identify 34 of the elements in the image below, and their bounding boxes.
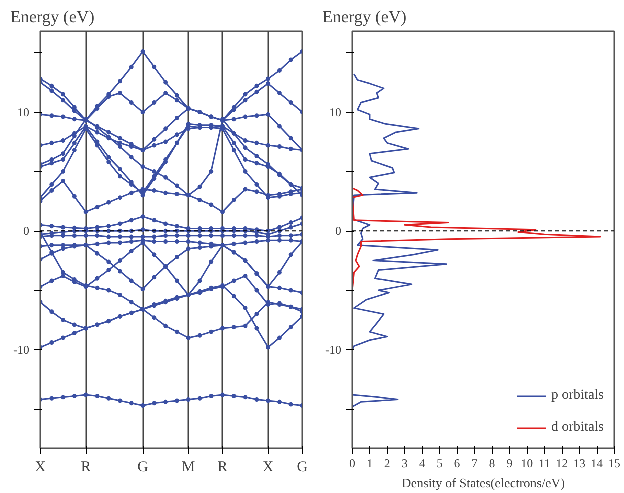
x-tick-label: M — [182, 460, 196, 476]
legend-label: p orbitals — [552, 388, 604, 404]
x-tick-label: 9 — [506, 456, 513, 470]
x-tick-label: R — [218, 460, 228, 476]
x-tick-label: 6 — [454, 456, 460, 470]
x-tick-label: 3 — [402, 456, 408, 470]
y-tick-label: -10 — [14, 342, 30, 357]
x-tick-label: 5 — [436, 456, 443, 470]
x-tick-label: 15 — [608, 456, 620, 470]
x-tick-label: X — [35, 460, 46, 476]
y-tick-label: 0 — [24, 224, 30, 238]
y-axis-title: Energy (eV) — [10, 8, 95, 26]
x-tick-label: 13 — [574, 456, 586, 470]
x-tick-label: R — [81, 460, 92, 476]
x-tick-label: 8 — [489, 456, 496, 470]
y-tick-label: -10 — [326, 342, 342, 357]
y-tick-label: 0 — [336, 224, 342, 238]
y-axis-title: Energy (eV) — [322, 8, 407, 26]
x-axis-title: Density of States(electrons/eV) — [402, 476, 566, 490]
y-tick-label: 10 — [18, 105, 30, 120]
x-tick-label: 10 — [521, 456, 534, 470]
x-tick-label: 2 — [384, 456, 390, 470]
x-tick-label: 1 — [366, 456, 373, 470]
x-tick-label: 14 — [591, 456, 604, 470]
x-tick-label: X — [262, 460, 274, 476]
x-tick-label: 0 — [350, 456, 356, 470]
x-tick-label: G — [138, 460, 149, 476]
x-tick-label: 4 — [419, 456, 426, 470]
x-tick-label: 11 — [538, 456, 550, 470]
x-tick-label: 12 — [556, 456, 568, 470]
x-tick-label: G — [297, 460, 308, 476]
y-tick-label: 10 — [330, 105, 342, 120]
x-tick-label: 7 — [472, 456, 478, 470]
legend-label: d orbitals — [552, 420, 604, 436]
